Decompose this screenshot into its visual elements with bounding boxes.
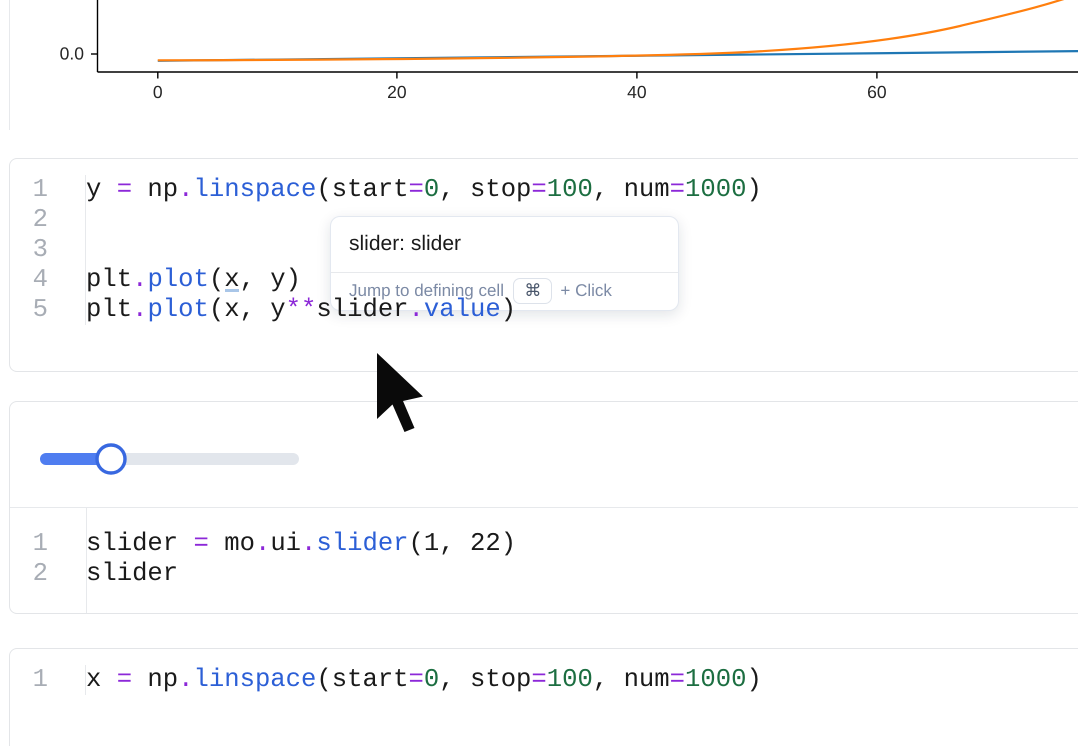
svg-text:0.0: 0.0 (60, 44, 85, 64)
svg-text:0: 0 (153, 82, 163, 102)
svg-text:20: 20 (387, 82, 407, 102)
svg-text:60: 60 (867, 82, 887, 102)
svg-text:40: 40 (627, 82, 647, 102)
